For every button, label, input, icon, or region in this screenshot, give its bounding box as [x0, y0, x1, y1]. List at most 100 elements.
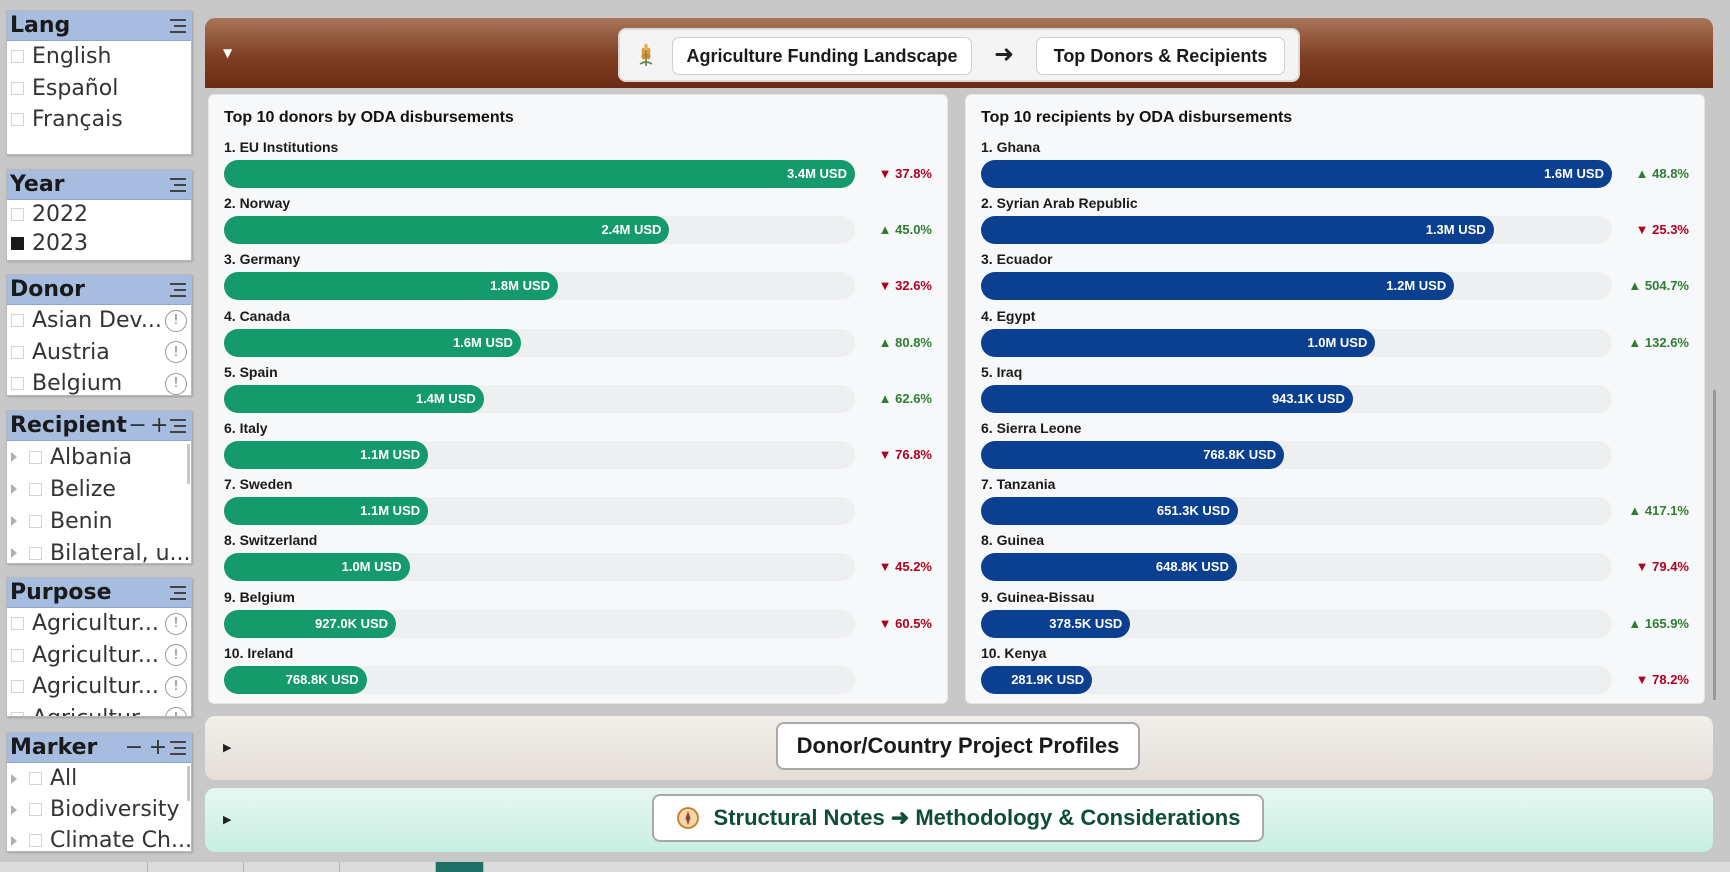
donor-row[interactable]: 10. Ireland 768.8K USD [224, 645, 944, 699]
bar[interactable]: 3.4M USD [224, 160, 855, 188]
bar[interactable]: 1.1M USD [224, 441, 429, 469]
sheet-tab[interactable] [60, 862, 148, 872]
slicer-item-recipient[interactable]: Benin [7, 505, 191, 537]
expand-chevron-icon[interactable] [11, 548, 17, 558]
collapse-caret-icon[interactable]: ▼ [223, 46, 233, 60]
breadcrumb-item-landscape[interactable]: Agriculture Funding Landscape [672, 37, 972, 75]
checkbox[interactable] [11, 648, 24, 662]
slicer-item-marker[interactable]: All [7, 763, 191, 794]
info-icon[interactable]: ! [165, 341, 187, 364]
recipient-row[interactable]: 5. Iraq 943.1K USD [981, 364, 1701, 418]
checkbox[interactable] [11, 113, 24, 127]
donor-row[interactable]: 6. Italy 1.1M USD ▼ 76.8% [224, 420, 944, 474]
slicer-item-marker[interactable]: Biodiversity [7, 794, 191, 825]
recipient-row[interactable]: 6. Sierra Leone 768.8K USD [981, 420, 1701, 474]
checkbox[interactable] [11, 208, 24, 221]
bar[interactable]: 927.0K USD [224, 609, 397, 638]
checkbox[interactable] [11, 50, 24, 64]
donor-row[interactable]: 1. EU Institutions 3.4M USD ▼ 37.8% [224, 139, 944, 193]
slicer-item-purpose[interactable]: Agricultur...! [7, 703, 191, 716]
bar[interactable]: 651.3K USD [981, 497, 1238, 526]
multi-select-icon[interactable] [170, 282, 186, 297]
bar[interactable]: 1.6M USD [981, 160, 1612, 188]
info-icon[interactable]: ! [165, 372, 187, 395]
slicer-item-donor[interactable]: Asian Dev...! [7, 305, 191, 337]
recipient-row[interactable]: 2. Syrian Arab Republic 1.3M USD ▼ 25.3% [981, 195, 1701, 249]
bar[interactable]: 1.6M USD [224, 328, 521, 357]
notes-button[interactable]: Structural Notes ➜ Methodology & Conside… [652, 794, 1264, 842]
bar[interactable]: 281.9K USD [981, 665, 1093, 694]
donor-row[interactable]: 5. Spain 1.4M USD ▲ 62.6% [224, 364, 944, 418]
multi-select-icon[interactable] [170, 418, 186, 433]
bar[interactable]: 1.2M USD [981, 272, 1455, 301]
checkbox[interactable] [29, 546, 42, 560]
checkbox[interactable] [29, 482, 42, 496]
slicer-item-donor[interactable]: Austria! [7, 337, 191, 369]
collapse-all-button[interactable]: − [124, 734, 144, 760]
slicer-item-donor[interactable]: Belgium! [7, 368, 191, 395]
slicer-item-recipient[interactable]: Belize [7, 473, 191, 505]
donor-row[interactable]: 4. Canada 1.6M USD ▲ 80.8% [224, 308, 944, 362]
checkbox[interactable] [29, 514, 42, 528]
checkbox[interactable] [29, 834, 42, 847]
info-icon[interactable]: ! [165, 644, 187, 667]
slicer-item-marker[interactable]: Climate Ch... [7, 825, 191, 851]
checkbox[interactable] [29, 450, 42, 464]
checkbox[interactable] [11, 680, 24, 694]
bar[interactable]: 2.4M USD [224, 216, 670, 245]
slicer-item-purpose[interactable]: Agricultur...! [7, 671, 191, 703]
recipient-row[interactable]: 3. Ecuador 1.2M USD ▲ 504.7% [981, 251, 1701, 305]
slicer-item-purpose[interactable]: Agricultur...! [7, 608, 191, 640]
donor-row[interactable]: 3. Germany 1.8M USD ▼ 32.6% [224, 251, 944, 305]
bar[interactable]: 768.8K USD [981, 441, 1285, 469]
checkbox[interactable] [11, 345, 24, 359]
recipient-row[interactable]: 7. Tanzania 651.3K USD ▲ 417.1% [981, 476, 1701, 530]
bar[interactable]: 768.8K USD [224, 665, 367, 694]
info-icon[interactable]: ! [165, 675, 187, 698]
donor-row[interactable]: 7. Sweden 1.1M USD [224, 476, 944, 530]
expand-chevron-icon[interactable] [11, 804, 17, 815]
slicer-item-espanol[interactable]: Español [7, 73, 191, 105]
slicer-item-english[interactable]: English [7, 41, 191, 73]
expand-all-button[interactable]: + [149, 412, 169, 438]
expand-chevron-icon[interactable] [11, 516, 17, 526]
info-icon[interactable]: ! [165, 612, 187, 635]
recipient-row[interactable]: 4. Egypt 1.0M USD ▲ 132.6% [981, 308, 1701, 362]
checkbox-checked[interactable] [11, 237, 24, 250]
slicer-item-2023[interactable]: 2023 [7, 229, 191, 258]
donor-row[interactable]: 9. Belgium 927.0K USD ▼ 60.5% [224, 589, 944, 643]
donor-row[interactable]: 8. Switzerland 1.0M USD ▼ 45.2% [224, 532, 944, 586]
collapse-all-button[interactable]: − [128, 412, 147, 438]
checkbox[interactable] [11, 377, 24, 391]
info-icon[interactable]: ! [165, 707, 187, 716]
bar[interactable]: 1.0M USD [224, 553, 410, 582]
bar[interactable]: 943.1K USD [981, 384, 1353, 413]
expand-caret-icon[interactable]: ▶ [223, 741, 232, 754]
page-scrollbar[interactable] [1713, 390, 1716, 700]
multi-select-icon[interactable] [170, 740, 186, 755]
recipient-row[interactable]: 8. Guinea 648.8K USD ▼ 79.4% [981, 532, 1701, 586]
bar[interactable]: 648.8K USD [981, 553, 1237, 582]
checkbox[interactable] [11, 81, 24, 95]
bar[interactable]: 378.5K USD [981, 609, 1131, 638]
bar[interactable]: 1.8M USD [224, 272, 559, 301]
scrollbar[interactable] [187, 444, 190, 484]
checkbox[interactable] [29, 803, 42, 816]
checkbox[interactable] [11, 711, 24, 716]
recipient-row[interactable]: 10. Kenya 281.9K USD ▼ 78.2% [981, 645, 1701, 699]
recipient-row[interactable]: 9. Guinea-Bissau 378.5K USD ▲ 165.9% [981, 589, 1701, 643]
sheet-tab[interactable] [244, 862, 340, 872]
bar[interactable]: 1.0M USD [981, 328, 1376, 357]
bar[interactable]: 1.4M USD [224, 384, 484, 413]
slicer-item-recipient[interactable]: Bilateral, u... [7, 537, 191, 563]
profiles-button[interactable]: Donor/Country Project Profiles [776, 722, 1140, 770]
info-icon[interactable]: ! [165, 309, 187, 332]
sheet-tab[interactable] [148, 862, 244, 872]
slicer-item-francais[interactable]: Français [7, 104, 191, 136]
sheet-tab-active[interactable] [436, 862, 484, 872]
bar[interactable]: 1.1M USD [224, 497, 429, 526]
expand-all-button[interactable]: + [148, 734, 168, 760]
breadcrumb-item-top-donors[interactable]: Top Donors & Recipients [1036, 37, 1285, 75]
scrollbar[interactable] [187, 766, 190, 801]
expand-chevron-icon[interactable] [11, 452, 17, 462]
